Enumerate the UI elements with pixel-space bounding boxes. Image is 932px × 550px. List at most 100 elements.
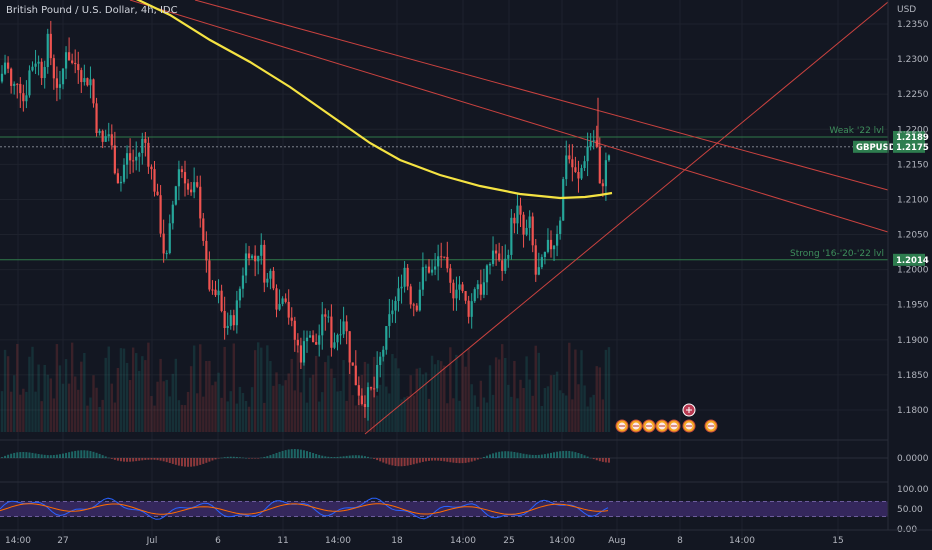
candle[interactable] — [321, 314, 324, 336]
candle[interactable] — [504, 258, 507, 271]
candle[interactable] — [434, 266, 437, 270]
candle[interactable] — [177, 169, 180, 187]
candle[interactable] — [162, 233, 165, 254]
candle[interactable] — [132, 160, 135, 162]
candle[interactable] — [522, 214, 525, 235]
candle[interactable] — [92, 79, 95, 104]
candle[interactable] — [589, 141, 592, 147]
candle[interactable] — [443, 256, 446, 258]
candle[interactable] — [598, 146, 601, 184]
candle[interactable] — [498, 253, 501, 261]
candle[interactable] — [336, 334, 339, 343]
candle[interactable] — [482, 282, 485, 295]
candle[interactable] — [574, 167, 577, 172]
price-axis[interactable]: 1.2350 1.2300 1.2250 1.2200 1.2150 1.2100 1.20… — [887, 0, 929, 530]
candle[interactable] — [549, 239, 553, 250]
candle[interactable] — [71, 60, 74, 63]
candle[interactable] — [543, 251, 546, 258]
event-icon[interactable] — [629, 419, 643, 433]
candles[interactable] — [0, 20, 611, 421]
candle[interactable] — [476, 284, 479, 290]
candle[interactable] — [80, 70, 83, 83]
candle[interactable] — [571, 159, 574, 168]
candle[interactable] — [241, 275, 245, 289]
candle[interactable] — [397, 288, 400, 301]
candle[interactable] — [330, 316, 333, 348]
candle[interactable] — [305, 337, 309, 342]
candle[interactable] — [562, 179, 565, 221]
candle[interactable] — [406, 267, 409, 287]
candle[interactable] — [601, 183, 604, 187]
candle[interactable] — [171, 204, 174, 224]
candle[interactable] — [540, 257, 543, 268]
candle[interactable] — [510, 217, 513, 255]
candle[interactable] — [290, 317, 293, 321]
candle[interactable] — [299, 345, 302, 363]
candle[interactable] — [360, 395, 363, 405]
candle[interactable] — [193, 182, 196, 193]
candle[interactable] — [58, 84, 62, 88]
event-icon[interactable] — [704, 419, 718, 433]
candle[interactable] — [293, 320, 296, 340]
candle[interactable] — [7, 62, 10, 69]
candle[interactable] — [592, 140, 595, 142]
candle[interactable] — [125, 153, 129, 165]
candle[interactable] — [440, 256, 443, 258]
candle[interactable] — [98, 130, 101, 134]
candle[interactable] — [275, 288, 278, 310]
trendline-support[interactable] — [364, 1, 888, 435]
candle[interactable] — [559, 220, 562, 234]
candle[interactable] — [43, 67, 46, 79]
candle[interactable] — [556, 233, 559, 246]
candle[interactable] — [37, 61, 40, 64]
candle[interactable] — [421, 267, 424, 290]
candle[interactable] — [199, 186, 202, 219]
candle[interactable] — [89, 79, 92, 86]
time-axis[interactable]: 14:00 27 Jul 6 11 14:00 18 14:00 25 14:00 Aug 8 14:0… — [0, 529, 932, 546]
trendlines[interactable] — [129, 0, 888, 435]
candle[interactable] — [113, 145, 116, 174]
candle[interactable] — [531, 216, 534, 246]
candle[interactable] — [220, 290, 223, 311]
candle[interactable] — [382, 349, 385, 357]
candle[interactable] — [339, 334, 342, 336]
candle[interactable] — [479, 284, 482, 295]
candle[interactable] — [244, 253, 248, 276]
candle[interactable] — [16, 83, 19, 85]
event-icon-flag[interactable] — [682, 403, 696, 417]
candle[interactable] — [104, 136, 107, 142]
candle[interactable] — [418, 289, 421, 311]
candle[interactable] — [180, 169, 184, 173]
candle[interactable] — [333, 342, 336, 348]
candle[interactable] — [110, 134, 113, 146]
candle[interactable] — [376, 365, 379, 389]
candle[interactable] — [229, 315, 232, 326]
candle[interactable] — [49, 33, 52, 59]
candle[interactable] — [296, 339, 299, 346]
candle[interactable] — [25, 95, 28, 102]
candle[interactable] — [147, 142, 150, 167]
candle[interactable] — [528, 216, 531, 228]
candle[interactable] — [272, 270, 275, 289]
candle[interactable] — [141, 138, 144, 154]
candle[interactable] — [348, 331, 351, 363]
candle[interactable] — [153, 169, 156, 192]
candle[interactable] — [461, 284, 464, 292]
trendline-middle[interactable] — [194, 0, 888, 191]
candle[interactable] — [208, 260, 211, 290]
candle[interactable] — [247, 253, 251, 259]
candle[interactable] — [354, 365, 357, 386]
candle[interactable] — [607, 155, 611, 161]
candle[interactable] — [458, 284, 461, 290]
candle[interactable] — [13, 83, 16, 86]
candle[interactable] — [68, 52, 71, 61]
candle[interactable] — [74, 62, 77, 65]
candle[interactable] — [211, 289, 214, 291]
candle[interactable] — [40, 61, 43, 79]
candle[interactable] — [235, 300, 238, 326]
candle[interactable] — [409, 286, 412, 305]
candle[interactable] — [357, 385, 360, 396]
candle[interactable] — [467, 300, 470, 317]
candle[interactable] — [217, 290, 220, 296]
